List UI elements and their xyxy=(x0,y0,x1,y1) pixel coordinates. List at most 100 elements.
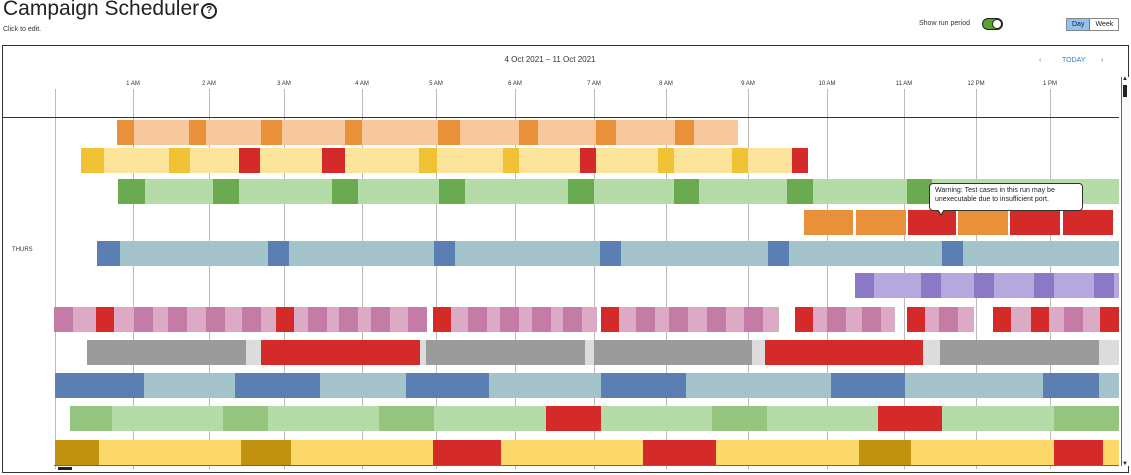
run-segment[interactable] xyxy=(1103,440,1119,465)
run-segment[interactable] xyxy=(291,440,433,465)
run-segment[interactable] xyxy=(1099,340,1119,365)
run-segment[interactable] xyxy=(434,406,546,431)
run-segment[interactable] xyxy=(601,373,686,398)
run-segment[interactable] xyxy=(616,120,675,145)
run-segment[interactable] xyxy=(768,241,789,266)
run-segment[interactable] xyxy=(437,148,503,173)
vertical-scrollbar[interactable]: ▲ ▼ xyxy=(1121,76,1129,467)
run-segment[interactable] xyxy=(206,120,261,145)
failed-run-segment[interactable] xyxy=(643,440,716,465)
horizontal-scrollbar[interactable] xyxy=(54,465,1119,472)
prev-arrow-icon[interactable]: ‹ xyxy=(1039,57,1042,64)
run-segment[interactable] xyxy=(726,307,744,332)
run-segment[interactable] xyxy=(675,120,694,145)
run-segment[interactable] xyxy=(465,179,568,204)
scroll-down-icon[interactable]: ▼ xyxy=(1122,461,1128,467)
failed-run-segment[interactable] xyxy=(907,307,925,332)
run-segment[interactable] xyxy=(855,273,874,298)
run-segment[interactable] xyxy=(294,307,308,332)
run-segment[interactable] xyxy=(1099,373,1119,398)
help-icon[interactable]: ? xyxy=(201,3,218,19)
run-segment[interactable] xyxy=(339,307,358,332)
run-segment[interactable] xyxy=(1083,307,1100,332)
run-segment[interactable] xyxy=(831,373,905,398)
week-view-button[interactable]: Week xyxy=(1095,21,1114,28)
run-segment[interactable] xyxy=(594,179,674,204)
run-segment[interactable] xyxy=(594,340,752,365)
run-segment[interactable] xyxy=(345,120,362,145)
run-segment[interactable] xyxy=(804,210,853,235)
run-segment[interactable] xyxy=(596,120,616,145)
run-segment[interactable] xyxy=(907,179,932,204)
run-segment[interactable] xyxy=(911,440,1054,465)
run-segment[interactable] xyxy=(519,120,538,145)
run-segment[interactable] xyxy=(327,307,339,332)
run-segment[interactable] xyxy=(97,241,120,266)
today-button[interactable]: TODAY xyxy=(1062,57,1086,64)
run-segment[interactable] xyxy=(104,148,169,173)
run-segment[interactable] xyxy=(923,340,940,365)
run-segment[interactable] xyxy=(551,307,563,332)
run-segment[interactable] xyxy=(87,340,246,365)
failed-run-segment[interactable] xyxy=(96,307,114,332)
run-segment[interactable] xyxy=(503,148,519,173)
run-segment[interactable] xyxy=(81,148,104,173)
run-segment[interactable] xyxy=(813,307,827,332)
run-segment[interactable] xyxy=(145,179,213,204)
run-segment[interactable] xyxy=(500,307,519,332)
run-segment[interactable] xyxy=(320,373,406,398)
failed-run-segment[interactable] xyxy=(765,340,923,365)
run-segment[interactable] xyxy=(99,440,241,465)
run-segment[interactable] xyxy=(242,307,261,332)
run-segment[interactable] xyxy=(190,148,239,173)
run-segment[interactable] xyxy=(827,307,846,332)
run-segment[interactable] xyxy=(1114,273,1119,298)
run-segment[interactable] xyxy=(669,307,688,332)
run-segment[interactable] xyxy=(958,210,1008,235)
run-segment[interactable] xyxy=(942,241,963,266)
failed-run-segment[interactable] xyxy=(1100,307,1119,332)
run-segment[interactable] xyxy=(439,179,465,204)
run-segment[interactable] xyxy=(942,406,1054,431)
failed-run-segment[interactable] xyxy=(878,406,942,431)
run-segment[interactable] xyxy=(169,148,190,173)
run-segment[interactable] xyxy=(289,241,434,266)
vertical-scroll-thumb[interactable] xyxy=(1123,85,1127,97)
failed-run-segment[interactable] xyxy=(1054,440,1103,465)
run-segment[interactable] xyxy=(712,406,767,431)
run-segment[interactable] xyxy=(859,440,911,465)
horizontal-scroll-thumb[interactable] xyxy=(58,467,72,470)
run-segment[interactable] xyxy=(390,307,408,332)
run-segment[interactable] xyxy=(358,179,439,204)
run-segment[interactable] xyxy=(1049,307,1064,332)
run-segment[interactable] xyxy=(538,120,596,145)
run-segment[interactable] xyxy=(658,148,674,173)
run-segment[interactable] xyxy=(55,373,144,398)
show-run-period-toggle[interactable] xyxy=(982,18,1003,30)
failed-run-segment[interactable] xyxy=(792,148,808,173)
failed-run-segment[interactable] xyxy=(1031,307,1049,332)
run-segment[interactable] xyxy=(54,307,73,332)
failed-run-segment[interactable] xyxy=(322,148,345,173)
failed-run-segment[interactable] xyxy=(239,148,260,173)
run-segment[interactable] xyxy=(426,340,585,365)
failed-run-segment[interactable] xyxy=(276,307,294,332)
run-segment[interactable] xyxy=(239,179,332,204)
run-segment[interactable] xyxy=(455,241,600,266)
run-segment[interactable] xyxy=(419,148,437,173)
run-segment[interactable] xyxy=(767,406,878,431)
run-segment[interactable] xyxy=(674,179,699,204)
scroll-up-icon[interactable]: ▲ xyxy=(1122,76,1128,82)
run-segment[interactable] xyxy=(1054,406,1119,431)
run-segment[interactable] xyxy=(636,307,655,332)
run-segment[interactable] xyxy=(601,406,712,431)
run-segment[interactable] xyxy=(434,241,455,266)
run-segment[interactable] xyxy=(716,440,859,465)
run-segment[interactable] xyxy=(70,406,112,431)
run-segment[interactable] xyxy=(519,307,532,332)
run-segment[interactable] xyxy=(379,406,434,431)
run-segment[interactable] xyxy=(619,307,636,332)
run-segment[interactable] xyxy=(563,307,582,332)
run-segment[interactable] xyxy=(519,148,580,173)
run-segment[interactable] xyxy=(707,307,726,332)
